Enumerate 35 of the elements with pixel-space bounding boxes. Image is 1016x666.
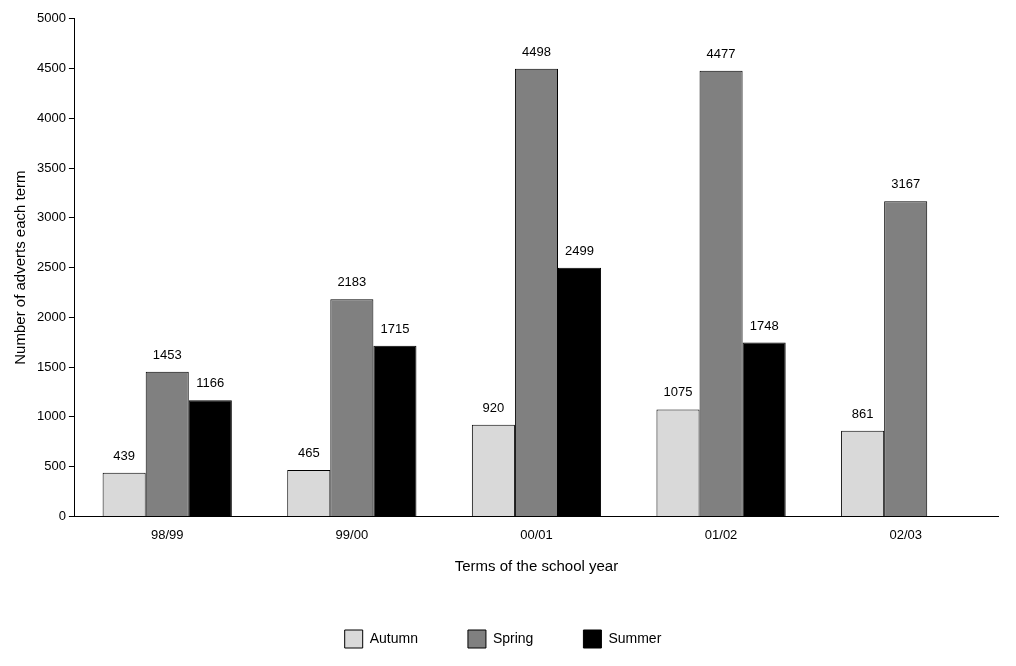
data-label: 465 [297, 445, 320, 461]
data-label: 920 [482, 399, 505, 415]
y-tick-label: 3500 [37, 159, 66, 175]
y-tick-label: 4500 [37, 60, 66, 76]
legend-label: Spring [492, 629, 534, 646]
data-label: 2499 [565, 242, 594, 258]
data-label: 439 [113, 447, 135, 463]
data-label: 4477 [706, 45, 736, 61]
data-label: 1748 [749, 317, 779, 333]
y-tick-label: 5000 [37, 10, 66, 26]
y-tick-label: 1000 [37, 408, 66, 424]
x-tick-label: 99/00 [335, 526, 369, 542]
data-label: 1075 [663, 384, 693, 400]
y-tick-label: 2500 [37, 259, 66, 275]
legend-label: Summer [608, 629, 662, 646]
data-label: 1166 [196, 375, 225, 391]
data-label: 4498 [522, 43, 551, 59]
data-label: 2183 [337, 274, 367, 290]
data-label: 1453 [152, 346, 182, 362]
y-tick-label: 0 [58, 507, 66, 523]
y-tick-label: 1500 [37, 358, 66, 374]
x-tick-label: 01/02 [704, 526, 738, 542]
y-tick-label: 4000 [37, 109, 66, 125]
x-axis-title: Terms of the school year [454, 557, 619, 575]
x-tick-label: 98/99 [150, 526, 184, 542]
x-tick-label: 02/03 [889, 526, 922, 542]
x-tick-label: 00/01 [520, 526, 553, 542]
data-label: 1715 [380, 320, 410, 336]
y-axis-title: Number of adverts each term [11, 170, 29, 365]
data-label: 861 [851, 405, 874, 421]
legend-label: Autumn [369, 629, 418, 646]
y-tick-label: 3000 [37, 209, 66, 225]
y-tick-label: 2000 [37, 308, 66, 324]
data-label: 3167 [891, 176, 921, 192]
y-tick-label: 500 [44, 458, 66, 474]
